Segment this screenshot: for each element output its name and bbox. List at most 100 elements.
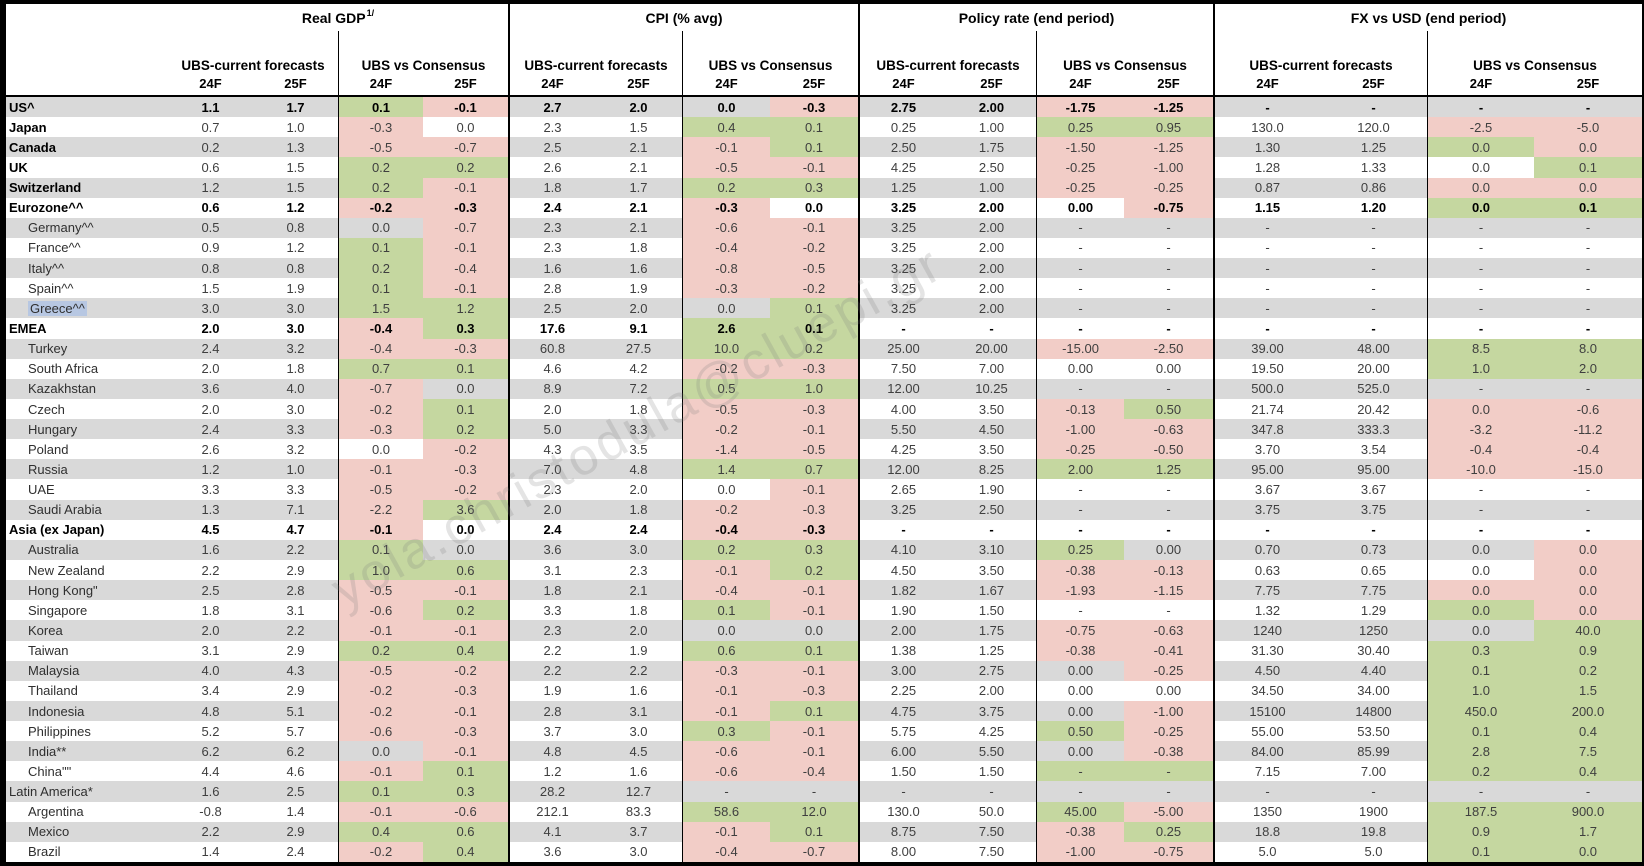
table-cell[interactable]: -0.38: [1036, 640, 1124, 661]
table-cell[interactable]: 2.7: [508, 97, 595, 118]
table-cell[interactable]: -: [1427, 97, 1534, 118]
country-name-cell[interactable]: India**: [28, 743, 67, 759]
table-cell[interactable]: 1.6: [629, 683, 648, 699]
table-cell[interactable]: 2.4: [286, 844, 305, 860]
table-cell[interactable]: 2.1: [629, 159, 648, 175]
table-cell[interactable]: 1.5: [1534, 680, 1642, 701]
table-cell[interactable]: 60.8: [508, 338, 595, 359]
table-cell[interactable]: -0.4: [682, 841, 770, 862]
table-cell[interactable]: 1.3: [286, 139, 305, 155]
table-cell[interactable]: 1.1: [201, 99, 220, 115]
table-cell[interactable]: -0.1: [682, 700, 770, 722]
country-name-cell[interactable]: Hong Kong": [28, 582, 98, 598]
table-cell[interactable]: -0.3: [682, 278, 770, 299]
table-cell[interactable]: 3.5: [629, 441, 648, 457]
table-cell[interactable]: 2.0: [201, 361, 220, 377]
table-cell[interactable]: 1.8: [508, 580, 595, 601]
table-cell[interactable]: 5.0: [1213, 841, 1320, 862]
table-cell[interactable]: 0.1: [338, 97, 423, 118]
table-cell[interactable]: 3.75: [1213, 499, 1320, 520]
table-cell[interactable]: 0.0: [682, 97, 770, 118]
table-cell[interactable]: 0.2: [770, 560, 858, 581]
table-cell[interactable]: 1.6: [201, 542, 220, 558]
table-cell[interactable]: -: [1213, 97, 1320, 118]
table-cell[interactable]: -0.1: [423, 620, 508, 641]
table-cell[interactable]: 17.6: [508, 318, 595, 339]
table-cell[interactable]: 12.00: [858, 378, 947, 399]
table-cell[interactable]: 2.1: [629, 582, 648, 598]
table-cell[interactable]: 28.2: [508, 781, 595, 802]
table-cell[interactable]: 0.50: [1124, 398, 1213, 420]
table-cell[interactable]: 3.1: [286, 602, 305, 618]
table-cell[interactable]: -: [1166, 522, 1171, 538]
table-cell[interactable]: -0.3: [770, 97, 858, 118]
table-cell[interactable]: -0.6: [423, 801, 508, 822]
table-cell[interactable]: -0.3: [338, 419, 423, 440]
table-cell[interactable]: -: [1585, 321, 1591, 336]
table-cell[interactable]: 1.7: [1534, 821, 1642, 842]
table-cell[interactable]: -0.1: [770, 157, 858, 178]
table-cell[interactable]: -0.1: [682, 137, 770, 158]
table-cell[interactable]: 1.8: [629, 401, 648, 417]
table-cell[interactable]: 21.74: [1213, 398, 1320, 420]
table-cell[interactable]: 0.73: [1360, 542, 1387, 558]
table-cell[interactable]: 12.7: [625, 784, 652, 800]
table-cell[interactable]: -0.3: [770, 519, 858, 540]
table-cell[interactable]: -: [858, 781, 947, 802]
table-cell[interactable]: 0.0: [1534, 841, 1642, 862]
table-cell[interactable]: -: [1427, 318, 1534, 339]
table-cell[interactable]: -2.50: [1124, 338, 1213, 359]
table-cell[interactable]: 3.70: [1213, 439, 1320, 460]
table-cell[interactable]: 347.8: [1213, 419, 1320, 440]
table-cell[interactable]: 1.0: [770, 378, 858, 399]
table-cell[interactable]: -0.1: [770, 721, 858, 742]
table-cell[interactable]: -0.38: [1036, 821, 1124, 842]
table-cell[interactable]: -: [1213, 217, 1320, 238]
table-cell[interactable]: 4.25: [858, 157, 947, 178]
table-cell[interactable]: 0.5: [682, 378, 770, 399]
table-cell[interactable]: 0.00: [1036, 700, 1124, 722]
table-cell[interactable]: -0.6: [1534, 398, 1642, 420]
table-cell[interactable]: 0.0: [1427, 600, 1534, 621]
table-cell[interactable]: 2.3: [629, 562, 648, 578]
table-cell[interactable]: 7.50: [978, 844, 1005, 860]
table-cell[interactable]: 0.1: [770, 298, 858, 319]
table-cell[interactable]: -0.25: [1036, 157, 1124, 178]
table-cell[interactable]: 0.00: [1036, 660, 1124, 681]
table-cell[interactable]: 1250: [1359, 622, 1388, 638]
table-cell[interactable]: -0.1: [770, 580, 858, 601]
table-cell[interactable]: 0.1: [1427, 721, 1534, 742]
table-cell[interactable]: -: [1036, 600, 1124, 621]
table-cell[interactable]: -: [1036, 479, 1124, 500]
table-cell[interactable]: -0.2: [770, 278, 858, 299]
table-cell[interactable]: 1.5: [286, 159, 305, 175]
table-cell[interactable]: -: [1166, 240, 1171, 256]
table-cell[interactable]: -0.1: [770, 600, 858, 621]
table-cell[interactable]: 0.00: [1036, 358, 1124, 379]
table-cell[interactable]: -: [1036, 519, 1124, 540]
table-cell[interactable]: 7.1: [286, 502, 305, 518]
table-cell[interactable]: 3.75: [1360, 502, 1387, 518]
table-cell[interactable]: 130.0: [858, 801, 947, 822]
table-cell[interactable]: 900.0: [1534, 801, 1642, 822]
table-cell[interactable]: 0.9: [1534, 640, 1642, 661]
table-cell[interactable]: 0.2: [338, 640, 423, 661]
table-cell[interactable]: -: [1427, 479, 1534, 500]
country-name-cell[interactable]: Turkey: [28, 341, 68, 357]
table-cell[interactable]: 3.1: [508, 560, 595, 581]
table-cell[interactable]: 0.0: [804, 622, 824, 638]
table-cell[interactable]: 2.0: [508, 398, 595, 420]
country-name-cell[interactable]: Argentina: [28, 804, 84, 820]
table-cell[interactable]: 1.2: [508, 761, 595, 782]
table-cell[interactable]: 3.3: [629, 421, 648, 437]
table-cell[interactable]: -0.50: [1124, 439, 1213, 460]
table-cell[interactable]: 0.2: [1427, 761, 1534, 782]
table-cell[interactable]: 1.5: [201, 280, 220, 296]
table-cell[interactable]: 0.9: [201, 240, 220, 256]
table-cell[interactable]: 0.70: [1213, 539, 1320, 561]
table-cell[interactable]: -: [1213, 237, 1320, 259]
table-cell[interactable]: 2.00: [1036, 459, 1124, 480]
table-cell[interactable]: 0.1: [1534, 157, 1642, 178]
table-cell[interactable]: 2.8: [286, 582, 305, 598]
table-cell[interactable]: 10.0: [682, 338, 770, 359]
